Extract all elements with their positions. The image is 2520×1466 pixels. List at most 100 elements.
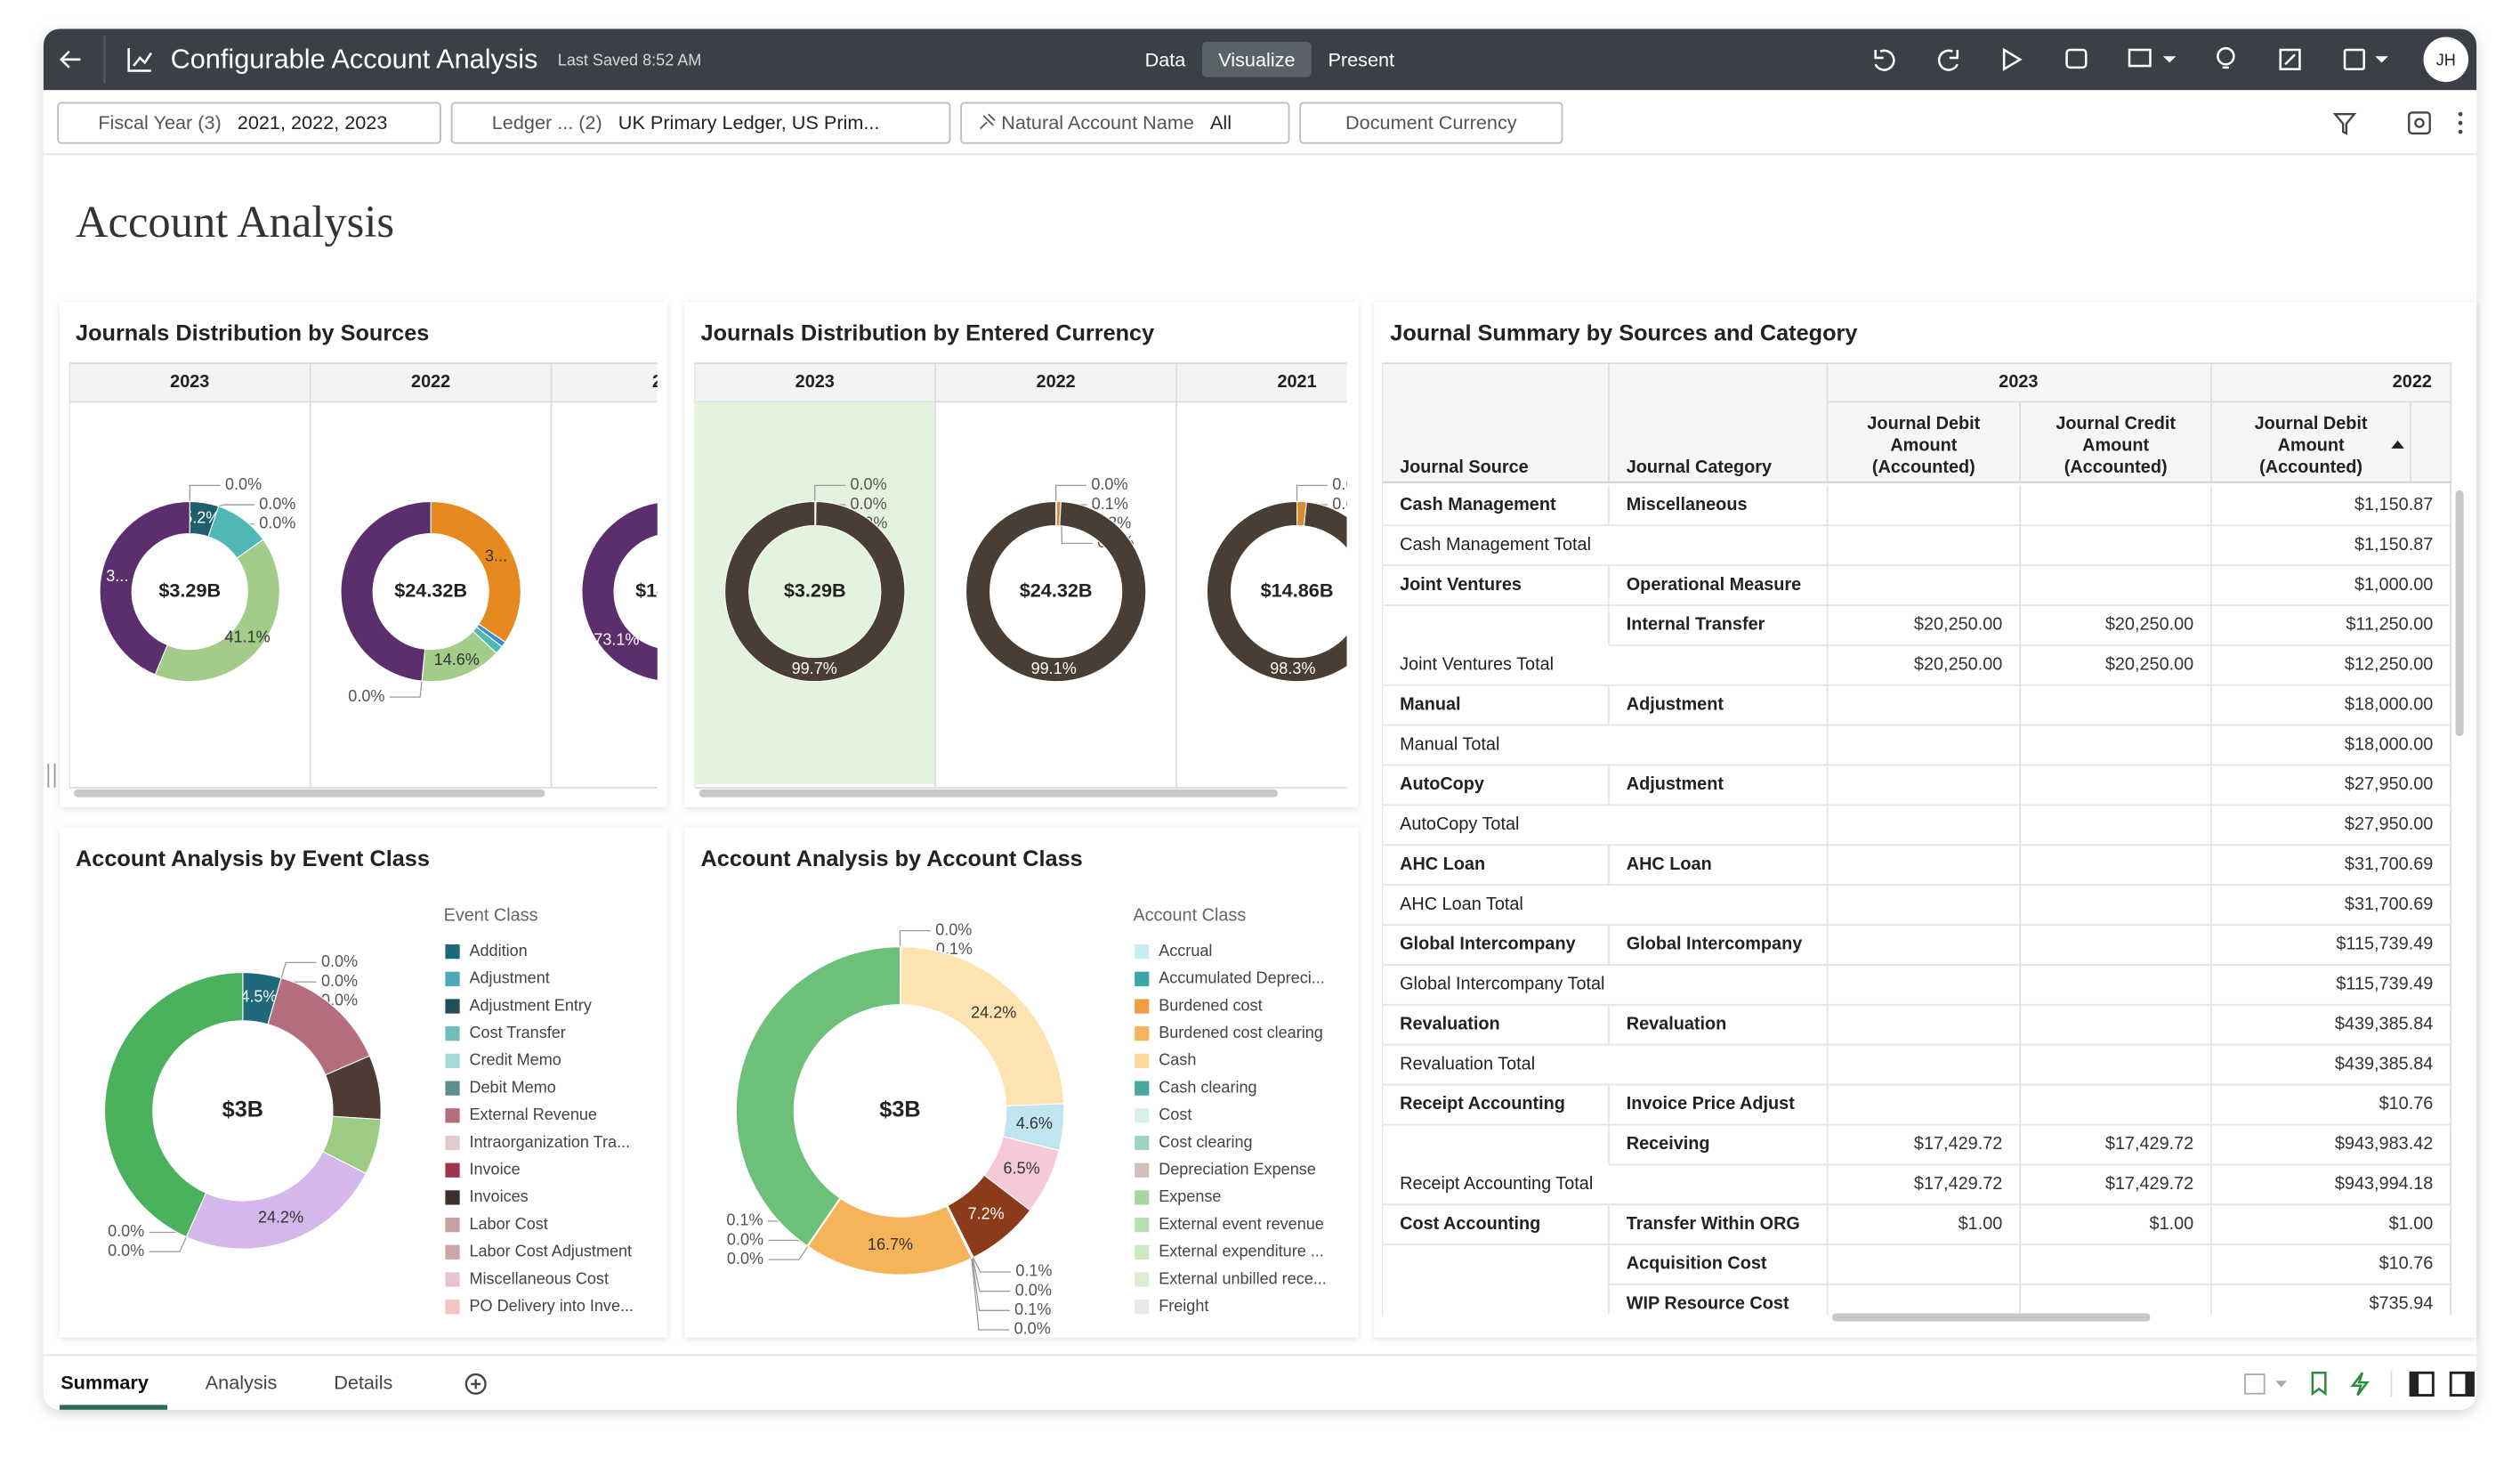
h-scrollbar[interactable] — [74, 789, 545, 798]
legend-swatch — [445, 1244, 460, 1259]
panel-title: Account Analysis by Event Class — [76, 846, 430, 871]
data-label: 0.0% — [850, 475, 886, 493]
legend-label: Cost Transfer — [469, 1024, 565, 1041]
export[interactable] — [2279, 48, 2301, 70]
canvas-tab[interactable]: Analysis — [206, 1372, 278, 1394]
donut-segment — [724, 500, 906, 683]
data-label: 24.2% — [258, 1209, 303, 1227]
label-cell: Revaluation Total — [1400, 1054, 1535, 1073]
mode-tab[interactable]: Visualize — [1218, 48, 1295, 70]
legend-label: Labor Cost Adjustment — [469, 1243, 632, 1260]
filter-value: All — [1210, 111, 1232, 134]
data-label: 24.2% — [971, 1003, 1016, 1021]
mode-tabs: Data Visualize Present — [1145, 41, 1394, 77]
mode-tab[interactable]: Data — [1145, 48, 1187, 70]
data-label: 0.1% — [726, 1211, 763, 1229]
redo[interactable] — [1937, 49, 1959, 71]
legend-swatch — [1135, 1026, 1150, 1041]
filter-chip-box — [1299, 101, 1563, 144]
filter-text: Document Currency — [1345, 111, 1517, 134]
label-cell: Manual Total — [1400, 734, 1499, 754]
label-cell: Invoice Price Adjust — [1627, 1094, 1795, 1114]
left-panel-toggle[interactable] — [2409, 1371, 2435, 1397]
data-label: 0.0% — [321, 972, 358, 990]
donut-chart: 0.0%0.1%24.2%4.6%6.5%7.2%0.1%0.0%0.1%0.0… — [726, 920, 1065, 1338]
more-menu[interactable] — [2458, 111, 2463, 134]
filter-chip[interactable]: Natural Account Name All — [960, 101, 1290, 144]
filter-chip[interactable]: Fiscal Year (3) 2021, 2022, 2023 — [57, 101, 441, 144]
data-label: 41.1% — [225, 628, 271, 645]
h-scrollbar[interactable] — [1831, 1313, 2151, 1322]
legend-label: Adjustment Entry — [469, 996, 591, 1014]
column-header: 2023 — [796, 372, 835, 392]
filter-settings[interactable] — [2408, 111, 2431, 135]
label-cell: AHC Loan Total — [1400, 895, 1523, 914]
legend-swatch — [1135, 1135, 1150, 1151]
resize-handle[interactable] — [47, 763, 56, 788]
amount-cell: $20,250.00 — [1914, 615, 2002, 635]
amount-cell: $17,429.72 — [1914, 1134, 2002, 1154]
amount-cell: $31,700.69 — [2345, 854, 2433, 874]
insights[interactable] — [2217, 46, 2235, 69]
canvas-tab[interactable]: Summary — [61, 1372, 149, 1394]
donut-center-label: $14.86B — [1261, 579, 1334, 601]
data-label: 3... — [485, 547, 507, 564]
legend-swatch — [1135, 1272, 1150, 1287]
data-label: 0.0% — [1332, 495, 1369, 513]
canvas-tab[interactable]: Details — [334, 1372, 392, 1394]
legend-label: Debit Memo — [469, 1078, 555, 1096]
amount-cell: $10.76 — [2379, 1094, 2434, 1114]
legend-swatch — [1135, 944, 1150, 960]
donut-center-label: $3B — [222, 1097, 263, 1122]
data-label: 4.5% — [240, 988, 277, 1006]
donut-center-label: $24.32B — [1020, 579, 1093, 601]
undo[interactable] — [1874, 49, 1895, 71]
preview[interactable] — [2002, 47, 2023, 71]
clear-filters[interactable] — [2332, 113, 2357, 135]
legend-label: Cash — [1159, 1051, 1196, 1069]
leader-line — [280, 961, 317, 978]
amount-cell: $17,429.72 — [2105, 1174, 2193, 1194]
filter-chip[interactable]: Document Currency — [1299, 101, 1563, 144]
v-scrollbar[interactable] — [2455, 490, 2464, 737]
label-cell: Global Intercompany — [1400, 935, 1576, 954]
save[interactable] — [2343, 48, 2388, 70]
label-cell: Operational Measure — [1627, 575, 1801, 595]
right-panel-toggle[interactable] — [2449, 1371, 2475, 1397]
donut-segment — [99, 500, 190, 676]
toolbar-icons — [1874, 46, 2388, 71]
label-cell: AutoCopy — [1400, 774, 1484, 794]
label-cell: Receipt Accounting — [1400, 1094, 1565, 1114]
mode-tab[interactable]: Present — [1328, 48, 1394, 70]
auto-insights[interactable] — [2350, 1372, 2370, 1397]
narrate[interactable] — [2128, 48, 2177, 68]
data-action[interactable] — [2065, 48, 2088, 69]
leader-line — [768, 1245, 809, 1260]
label-cell: Revaluation — [1627, 1014, 1727, 1033]
legend-label: Addition — [469, 942, 527, 960]
column-header: Journal Credit — [2056, 414, 2176, 433]
add-tab[interactable] — [464, 1373, 487, 1395]
label-cell: Internal Transfer — [1627, 615, 1765, 635]
grid-toggle[interactable] — [2244, 1373, 2287, 1395]
column-header: Journal Source — [1400, 458, 1529, 477]
label-cell: Acquisition Cost — [1627, 1254, 1767, 1274]
label-cell: Adjustment — [1627, 694, 1724, 714]
table-header-bg — [1382, 363, 2451, 482]
data-label: 0.0% — [259, 495, 295, 513]
filter-label: Fiscal Year (3) — [98, 111, 221, 134]
h-scrollbar[interactable] — [699, 789, 1278, 798]
legend-label: Burdened cost — [1159, 996, 1262, 1014]
back-button[interactable] — [59, 50, 81, 69]
bookmark[interactable] — [2311, 1371, 2327, 1397]
legend-swatch — [1135, 999, 1150, 1014]
avatar[interactable] — [2423, 36, 2469, 83]
leader-line — [189, 484, 221, 502]
filter-chip[interactable]: Ledger ... (2) UK Primary Ledger, US Prim… — [450, 101, 951, 144]
year-header: 2022 — [2393, 372, 2432, 392]
label-cell: Miscellaneous — [1627, 495, 1748, 514]
leader-line — [971, 1258, 1010, 1311]
year-header-bg — [69, 362, 658, 403]
donut-segment — [104, 972, 244, 1238]
legend-label: Accumulated Depreci... — [1159, 969, 1325, 987]
